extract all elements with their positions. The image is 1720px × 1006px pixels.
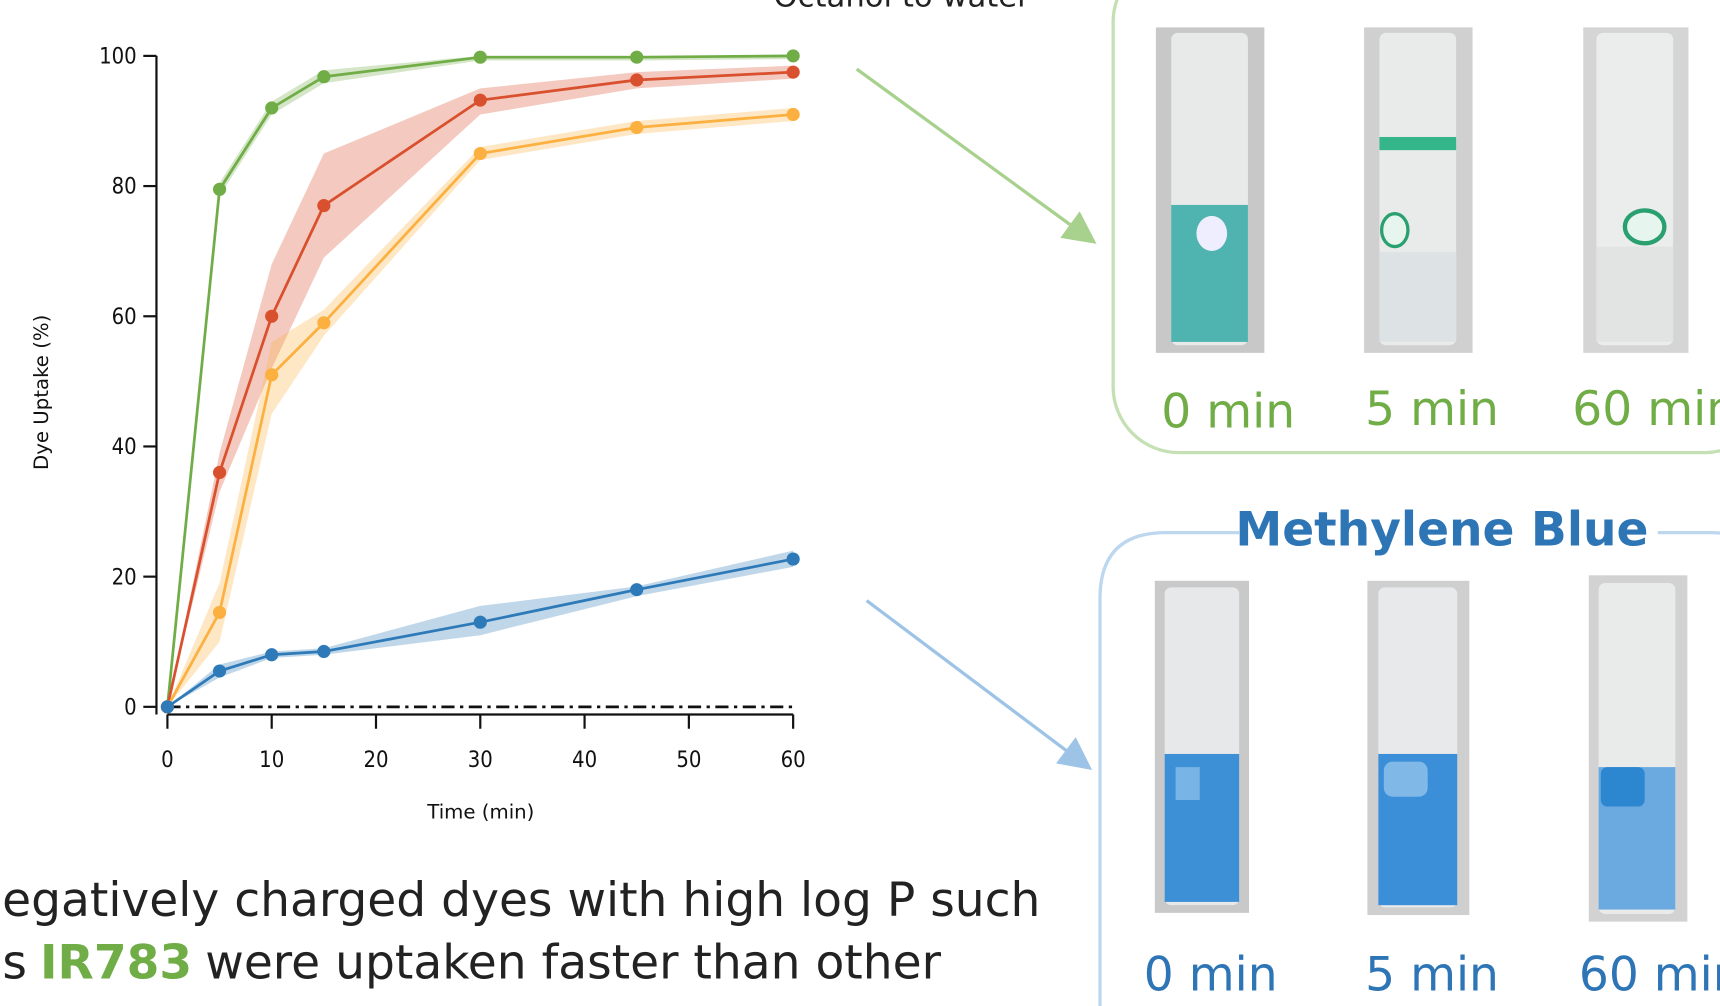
x-tick-label: 10 (259, 748, 284, 773)
data-point (787, 66, 800, 79)
data-point (265, 368, 278, 381)
vial-photo (1583, 27, 1688, 352)
page: {"top_caption": "Octanol to water", "cha… (0, 0, 1720, 1006)
arrow (857, 69, 1092, 240)
y-tick-label: 0 (124, 696, 137, 721)
data-point (474, 147, 487, 160)
data-point (265, 101, 278, 114)
arrow (867, 601, 1087, 766)
time-label: 0 min (1161, 384, 1295, 439)
data-point (213, 183, 226, 196)
time-label: 60 min (1579, 948, 1720, 1003)
data-point (474, 616, 487, 629)
statement-line: asIR783were uptaken faster than other (0, 936, 942, 991)
x-axis-label: Time (min) (426, 801, 534, 824)
vial-photo (1367, 581, 1469, 915)
vial-photo (1155, 581, 1249, 913)
y-axis-label: Dye Uptake (%) (30, 315, 53, 470)
data-point (265, 648, 278, 661)
time-label: 60 min (1572, 382, 1720, 437)
data-point (630, 121, 643, 134)
data-point (630, 583, 643, 596)
panel-title: Methylene Blue (1235, 503, 1648, 558)
data-point (213, 664, 226, 677)
time-label: 0 min (1144, 948, 1278, 1003)
y-tick-label: 40 (112, 435, 137, 460)
vial-photo (1589, 575, 1688, 921)
y-tick-label: 60 (112, 305, 137, 330)
x-tick-label: 60 (781, 748, 806, 773)
x-tick-label: 20 (363, 748, 388, 773)
plot: 0 20 40 60 80 100 0 10 20 30 40 50 60 Time (min) Dye U… (30, 45, 806, 824)
data-point (630, 51, 643, 64)
time-label: 5 min (1365, 382, 1499, 437)
statement-text: were uptaken faster than other (205, 936, 941, 991)
x-tick-label: 50 (676, 748, 701, 773)
data-point (787, 108, 800, 121)
data-point (787, 552, 800, 565)
top-caption: Octanol to water (774, 0, 1031, 15)
time-label: 5 min (1365, 948, 1499, 1003)
data-point (317, 645, 330, 658)
data-point (474, 51, 487, 64)
data-point (317, 70, 330, 83)
x-tick-label: 0 (161, 748, 174, 773)
data-point (265, 310, 278, 323)
data-point (213, 606, 226, 619)
data-point (474, 94, 487, 107)
data-point (213, 466, 226, 479)
statement-text: as (0, 936, 27, 991)
data-point (317, 199, 330, 212)
data-point (161, 700, 174, 713)
statement-line: Negatively charged dyes with high log P … (0, 873, 1040, 928)
y-tick-label: 80 (112, 175, 137, 200)
data-point (317, 316, 330, 329)
vial-photo (1364, 27, 1472, 352)
y-tick-label: 20 (112, 565, 137, 590)
data-point (630, 73, 643, 86)
y-tick-label: 100 (99, 45, 137, 70)
statement-highlight: IR783 (40, 936, 192, 991)
x-tick-label: 40 (572, 748, 597, 773)
data-point (787, 49, 800, 62)
vial-photo (1156, 27, 1264, 352)
x-tick-label: 30 (468, 748, 493, 773)
slide: Octanol to water 0 20 40 60 80 100 0 10 20 30 40 50… (0, 0, 1720, 1006)
